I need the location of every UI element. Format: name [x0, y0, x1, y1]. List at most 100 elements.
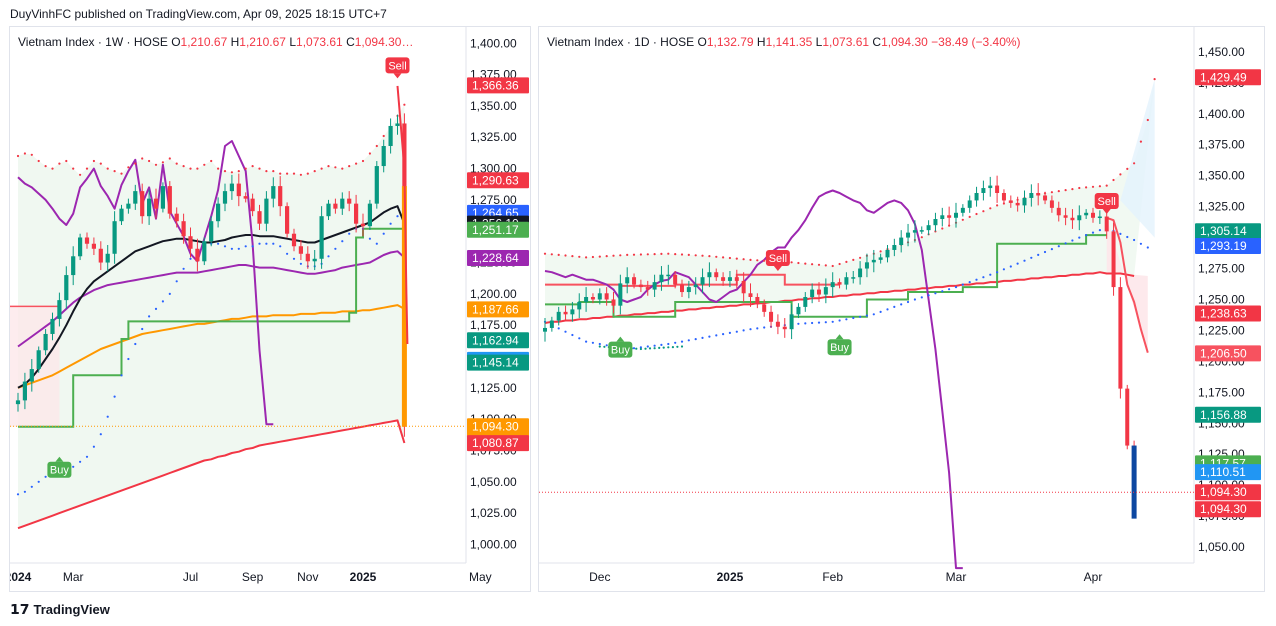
daily-chart-canvas[interactable]: 1,050.001,075.001,100.001,125.001,150.00… [539, 27, 1266, 593]
candle [147, 189, 152, 225]
candle [36, 346, 41, 373]
price-tag-label: 1,206.50 [1200, 346, 1247, 360]
candle-body [748, 293, 753, 297]
upper-dots-dot [141, 157, 144, 160]
x-tick-label: Jul [183, 570, 198, 584]
lower-dots-dot [1078, 236, 1081, 239]
teal-dots-dot [653, 347, 656, 350]
candle [209, 216, 214, 247]
lower-dots-dot [154, 307, 158, 310]
candle [1091, 207, 1095, 223]
lower-dots-dot [564, 330, 567, 333]
candle-body [618, 283, 623, 306]
candle-body [22, 381, 27, 401]
price-tag-label: 1,251.17 [472, 223, 519, 237]
signal-pointer [773, 265, 782, 271]
candle [734, 269, 739, 289]
candle [796, 303, 801, 319]
upper-dots-dot [23, 152, 26, 155]
candle [680, 279, 684, 297]
candle [1063, 207, 1068, 226]
candle-body [209, 221, 214, 242]
upper-dots-dot [879, 250, 882, 253]
candle-body [734, 277, 739, 281]
weekly-chart-panel[interactable]: 1,000.001,025.001,050.001,075.001,100.00… [5, 26, 532, 593]
upper-dots-dot [127, 166, 130, 169]
candle-body [236, 183, 241, 197]
upper-dots-dot [320, 167, 323, 170]
candle [1111, 222, 1116, 296]
buy-signal: Buy [827, 334, 852, 356]
price-tag-bg [1195, 69, 1261, 86]
candle-body [864, 262, 869, 269]
candle [947, 206, 952, 227]
price-tag: 1,162.94 [467, 332, 529, 349]
upper-dots-dot [578, 255, 581, 258]
upper-dots-dot [251, 165, 254, 168]
signal-badge [827, 339, 852, 356]
candle [892, 238, 897, 257]
candle [556, 306, 561, 326]
candle [381, 139, 386, 173]
candle-body [632, 277, 637, 285]
y-tick-label: 1,225.00 [1198, 323, 1245, 337]
daily-legend: Vietnam Index · 1D · HOSE O1,132.79 H1,1… [547, 35, 1021, 49]
candle [803, 292, 808, 312]
signal-badge [765, 249, 790, 266]
price-tag: 1,110.51 [1195, 464, 1261, 481]
candle-body [597, 293, 602, 300]
upper-dots-dot [996, 204, 999, 207]
lower-dots-dot [1009, 265, 1012, 268]
upper-dots-dot [742, 258, 745, 261]
signal-pointer [55, 456, 64, 462]
candle-body [1125, 388, 1130, 446]
weekly-chart-canvas[interactable]: 1,000.001,025.001,050.001,075.001,100.00… [5, 27, 532, 593]
candle-body [686, 287, 691, 293]
lower-dots-dot [79, 460, 82, 463]
candle [659, 266, 664, 291]
lower-dots-dot [982, 276, 985, 279]
daily-chart-panel[interactable]: 1,050.001,075.001,100.001,125.001,150.00… [538, 26, 1265, 592]
upper-dots-dot [817, 263, 821, 266]
candle [22, 372, 27, 410]
price-tag-bg [467, 221, 529, 238]
price-tag-label: 1,094.30 [1200, 485, 1247, 499]
candle [71, 246, 76, 286]
signal-badge [385, 57, 410, 74]
candle-body [195, 248, 200, 262]
candle-body [181, 221, 186, 237]
lower-dots-dot [223, 245, 227, 248]
candle [291, 228, 297, 252]
candle-body [707, 272, 712, 278]
candle [673, 271, 678, 289]
lower-dots-dot [920, 296, 923, 299]
tradingview-brand[interactable]: 𝟭𝟳 TradingView [10, 601, 110, 618]
lower-dots-dot [585, 340, 588, 343]
candle [1022, 190, 1027, 213]
candle [570, 301, 575, 322]
buy-signal: Buy [608, 336, 633, 358]
candle-body [837, 282, 842, 285]
candle [105, 245, 110, 272]
candle-body [967, 200, 972, 208]
upper-dots-dot [804, 262, 807, 265]
candle [584, 287, 589, 312]
lower-dots-dot [127, 357, 130, 361]
lower-dots-dot [763, 326, 766, 329]
lower-dots-dot [148, 315, 151, 318]
candle-body [1008, 200, 1013, 203]
candle [298, 239, 303, 261]
ma-red-line [544, 271, 1135, 324]
upper-dots-dot [701, 254, 704, 257]
candle-body [298, 246, 303, 254]
candle-body [167, 186, 172, 214]
upper-dots-dot [313, 170, 316, 173]
candle [919, 226, 924, 234]
weekly-plot [10, 85, 466, 530]
upper-dots-dot [715, 255, 718, 258]
lower-dots-dot [279, 245, 282, 248]
candle [940, 207, 945, 227]
price-tag: 1,080.87 [467, 435, 529, 452]
candle [775, 314, 780, 335]
candle-body [333, 203, 338, 209]
